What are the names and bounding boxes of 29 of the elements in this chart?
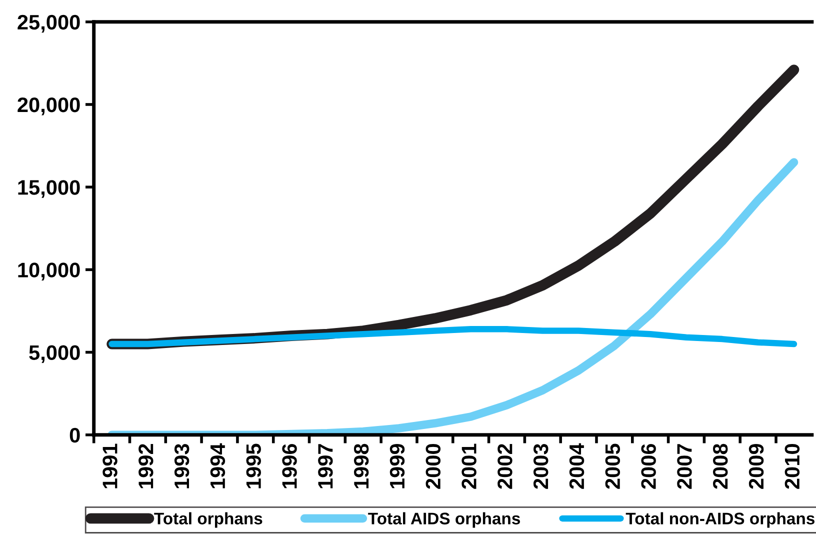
x-tick-label: 2001 [462, 444, 476, 489]
x-tick-label: 1998 [354, 444, 369, 488]
x-tick-label: 1993 [174, 444, 190, 488]
y-tick-label: 15,000 [18, 180, 80, 198]
x-tick-label: 1997 [318, 444, 333, 488]
x-tick-label: 2008 [713, 444, 728, 489]
legend-label: Total non-AIDS orphans [626, 512, 814, 528]
legend-label: Total orphans [154, 512, 262, 528]
y-tick-label: 0 [70, 428, 80, 443]
x-tick-label: 1999 [390, 444, 405, 488]
x-tick-label: 2000 [426, 444, 441, 489]
x-tick-label: 2004 [569, 443, 584, 489]
y-tick-label: 10,000 [18, 262, 80, 280]
x-tick-label: 1996 [282, 444, 297, 488]
x-tick-label: 1994 [210, 443, 226, 488]
x-tick-label: 2010 [784, 444, 800, 489]
legend-label: Total AIDS orphans [368, 512, 520, 528]
x-tick-label: 2009 [748, 444, 764, 489]
x-tick-label: 2006 [641, 444, 656, 489]
x-tick-label: 2003 [533, 444, 548, 489]
x-tick-label: 2005 [605, 444, 620, 489]
y-tick-label: 25,000 [18, 14, 80, 33]
x-tick-label: 2007 [677, 444, 692, 489]
x-tick-label: 1995 [246, 444, 261, 488]
x-tick-label: 2002 [498, 444, 512, 489]
x-tick-label: 1992 [138, 444, 154, 488]
y-tick-label: 20,000 [18, 97, 80, 116]
x-tick-label: 1991 [102, 444, 118, 488]
y-tick-label: 5,000 [29, 345, 80, 364]
